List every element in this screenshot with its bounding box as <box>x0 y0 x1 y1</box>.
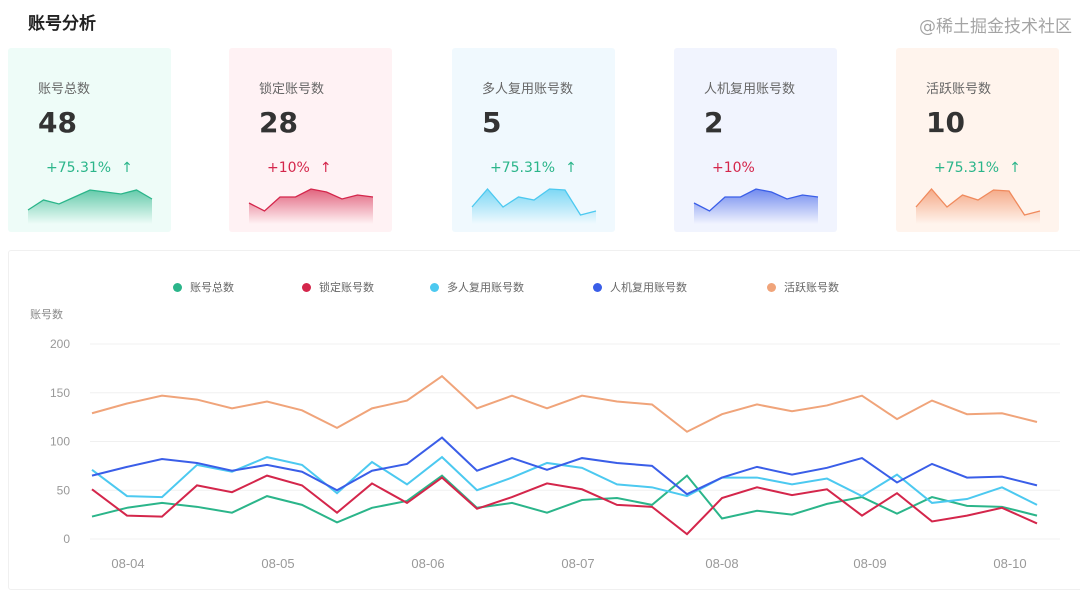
series-line <box>92 476 1037 523</box>
y-tick-label: 150 <box>50 386 70 400</box>
y-tick-label: 50 <box>57 483 71 497</box>
y-tick-label: 200 <box>50 337 70 351</box>
y-tick-label: 0 <box>63 532 70 546</box>
watermark: @稀土掘金技术社区 <box>919 12 1072 37</box>
x-tick-label: 08-09 <box>853 556 886 571</box>
x-tick-label: 08-07 <box>561 556 594 571</box>
x-tick-label: 08-06 <box>411 556 444 571</box>
x-tick-label: 08-04 <box>111 556 144 571</box>
x-tick-label: 08-05 <box>261 556 294 571</box>
series-line <box>92 376 1037 432</box>
y-tick-label: 100 <box>50 435 70 449</box>
x-tick-label: 08-08 <box>705 556 738 571</box>
x-tick-label: 08-10 <box>993 556 1026 571</box>
series-line <box>92 476 1037 535</box>
